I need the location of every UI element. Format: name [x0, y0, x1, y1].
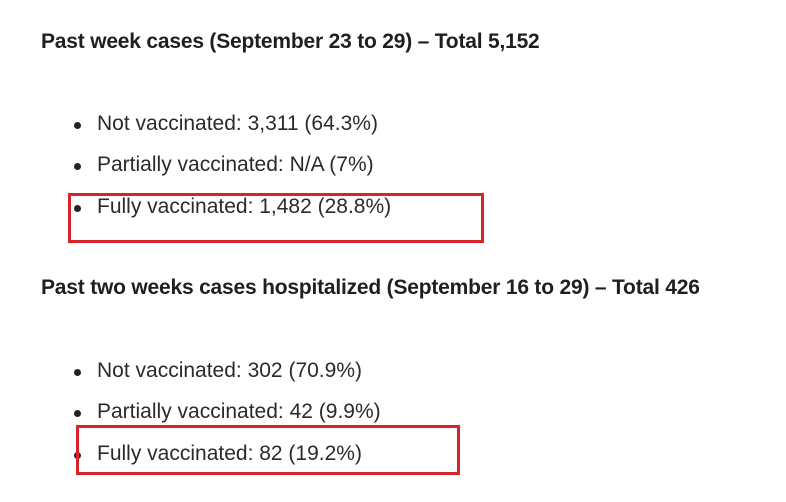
bullet-icon	[74, 369, 81, 376]
highlight-box-fully-vaccinated-hospitalized	[76, 425, 460, 475]
list-item-text: Not vaccinated: 302 (70.9%)	[97, 359, 362, 382]
highlight-box-fully-vaccinated-cases	[68, 193, 484, 243]
bullet-icon	[74, 205, 81, 212]
bullet-icon	[74, 410, 81, 417]
list-item-text: Not vaccinated: 3,311 (64.3%)	[97, 112, 378, 135]
list-item-text: Partially vaccinated: 42 (9.9%)	[97, 400, 381, 423]
section-heading-hospitalized: Past two weeks cases hospitalized (Septe…	[41, 276, 700, 299]
list-item-text: Fully vaccinated: 82 (19.2%)	[97, 442, 362, 465]
list-item-text: Partially vaccinated: N/A (7%)	[97, 153, 374, 176]
list-item-text: Fully vaccinated: 1,482 (28.8%)	[97, 195, 392, 218]
bullet-icon	[74, 163, 81, 170]
bullet-icon	[74, 122, 81, 129]
section-heading-past-week-cases: Past week cases (September 23 to 29) – T…	[41, 30, 540, 53]
